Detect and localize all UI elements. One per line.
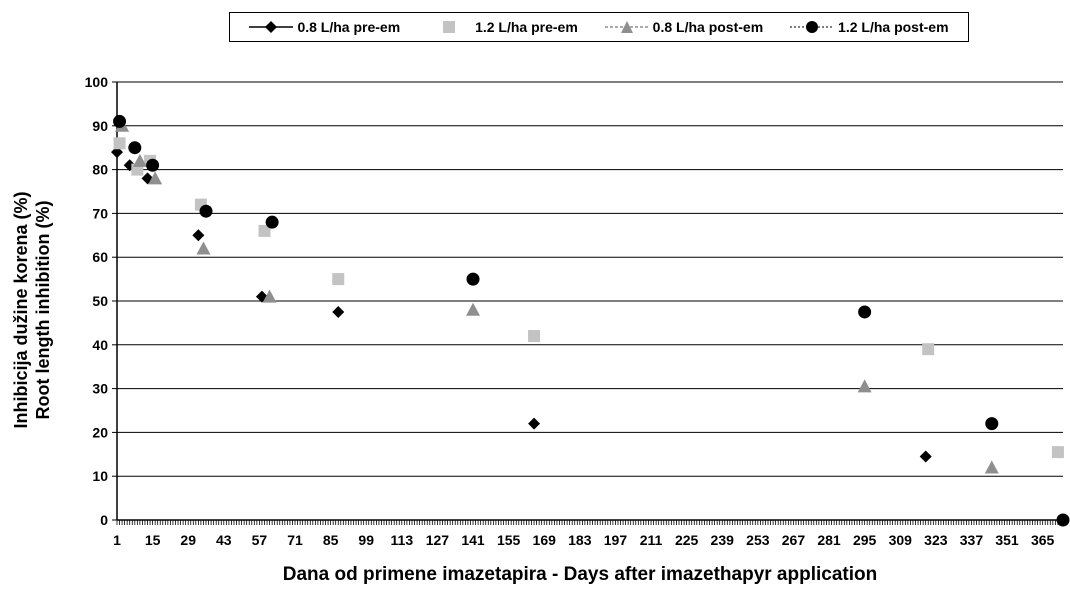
x-tick-label: 295 <box>853 532 877 548</box>
legend-swatch-triangle <box>604 21 649 33</box>
y-axis-title-line-2: Root length inhibition (%) <box>33 200 53 420</box>
legend-item-s3: 1.2 L/ha post-em <box>790 19 949 35</box>
x-tick-label: 225 <box>675 532 699 548</box>
x-tick-label: 323 <box>924 532 948 548</box>
data-point-circle <box>199 204 213 218</box>
data-point-circle <box>985 417 999 431</box>
data-point-diamond <box>192 229 205 242</box>
data-point-square <box>258 224 271 237</box>
legend-item-s2: 0.8 L/ha post-em <box>604 19 764 35</box>
data-point-triangle <box>466 302 481 316</box>
x-axis-title: Dana od primene imazetapira - Days after… <box>282 564 878 585</box>
data-point-circle <box>466 272 480 286</box>
y-axis-title: Inhibicija dužine korena (%) Root length… <box>10 100 54 520</box>
x-tick-label: 141 <box>461 532 485 548</box>
x-tick-label: 99 <box>358 532 374 548</box>
legend-item-s1: 1.2 L/ha pre-em <box>427 19 578 35</box>
x-tick-label: 183 <box>568 532 592 548</box>
data-point-square <box>922 343 935 356</box>
x-tick-label: 29 <box>180 532 196 548</box>
x-tick-label: 281 <box>817 532 841 548</box>
x-tick-label: 155 <box>497 532 521 548</box>
data-point-square <box>332 273 345 286</box>
data-point-circle <box>858 305 872 319</box>
data-point-circle <box>146 158 160 172</box>
data-point-circle <box>1056 513 1070 527</box>
x-tick-label: 127 <box>426 532 450 548</box>
data-point-triangle <box>148 171 163 185</box>
data-point-triangle <box>857 379 872 393</box>
x-tick-label: 253 <box>746 532 770 548</box>
data-point-square <box>113 137 126 150</box>
x-tick-label: 113 <box>391 532 414 548</box>
y-tick-label: 40 <box>92 337 108 353</box>
x-tick-label: 85 <box>323 532 339 548</box>
x-tick-label: 309 <box>889 532 913 548</box>
chart-legend: 0.8 L/ha pre-em 1.2 L/ha pre-em 0.8 L/ha… <box>229 12 969 42</box>
data-point-triangle <box>984 460 999 474</box>
x-tick-label: 365 <box>1031 532 1055 548</box>
y-tick-label: 10 <box>92 468 108 484</box>
data-point-circle <box>113 114 127 128</box>
data-point-circle <box>265 215 279 229</box>
legend-swatch-square <box>443 21 456 33</box>
x-tick-label: 1 <box>113 532 121 548</box>
x-tick-label: 337 <box>960 532 984 548</box>
x-tick-label: 239 <box>711 532 735 548</box>
x-tick-label: 71 <box>287 532 303 548</box>
data-point-diamond <box>332 305 345 318</box>
x-tick-label: 267 <box>782 532 806 548</box>
x-tick-label: 169 <box>533 532 557 548</box>
y-axis-title-line-1: Inhibicija dužine korena (%) <box>11 191 31 429</box>
legend-item-s0: 0.8 L/ha pre-em <box>249 19 400 35</box>
data-point-circle <box>128 141 142 155</box>
legend-label: 1.2 L/ha pre-em <box>475 19 578 35</box>
x-tick-label: 211 <box>640 532 663 548</box>
y-tick-label: 60 <box>92 249 108 265</box>
legend-swatch-diamond <box>249 21 294 33</box>
y-tick-label: 80 <box>92 162 108 178</box>
x-tick-label: 351 <box>995 532 1019 548</box>
data-point-triangle <box>196 241 211 255</box>
legend-label: 0.8 L/ha post-em <box>652 19 764 35</box>
data-point-triangle <box>262 289 277 303</box>
data-point-square <box>528 330 541 343</box>
y-tick-label: 30 <box>92 381 108 397</box>
y-tick-label: 70 <box>92 205 108 221</box>
y-tick-label: 20 <box>92 424 108 440</box>
data-point-square <box>1051 446 1064 459</box>
data-point-diamond <box>919 450 932 463</box>
data-point-diamond <box>528 417 541 430</box>
legend-label: 1.2 L/ha post-em <box>838 19 949 35</box>
x-tick-label: 57 <box>252 532 268 548</box>
x-tick-label: 15 <box>145 532 161 548</box>
x-tick-label: 197 <box>604 532 628 548</box>
legend-label: 0.8 L/ha pre-em <box>297 19 401 35</box>
y-tick-label: 50 <box>92 293 108 309</box>
y-tick-label: 90 <box>92 118 108 134</box>
y-tick-label: 0 <box>100 512 108 528</box>
x-tick-label: 43 <box>216 532 232 548</box>
legend-swatch-circle <box>790 21 835 33</box>
data-point-triangle <box>132 153 147 167</box>
y-tick-label: 100 <box>85 74 109 90</box>
